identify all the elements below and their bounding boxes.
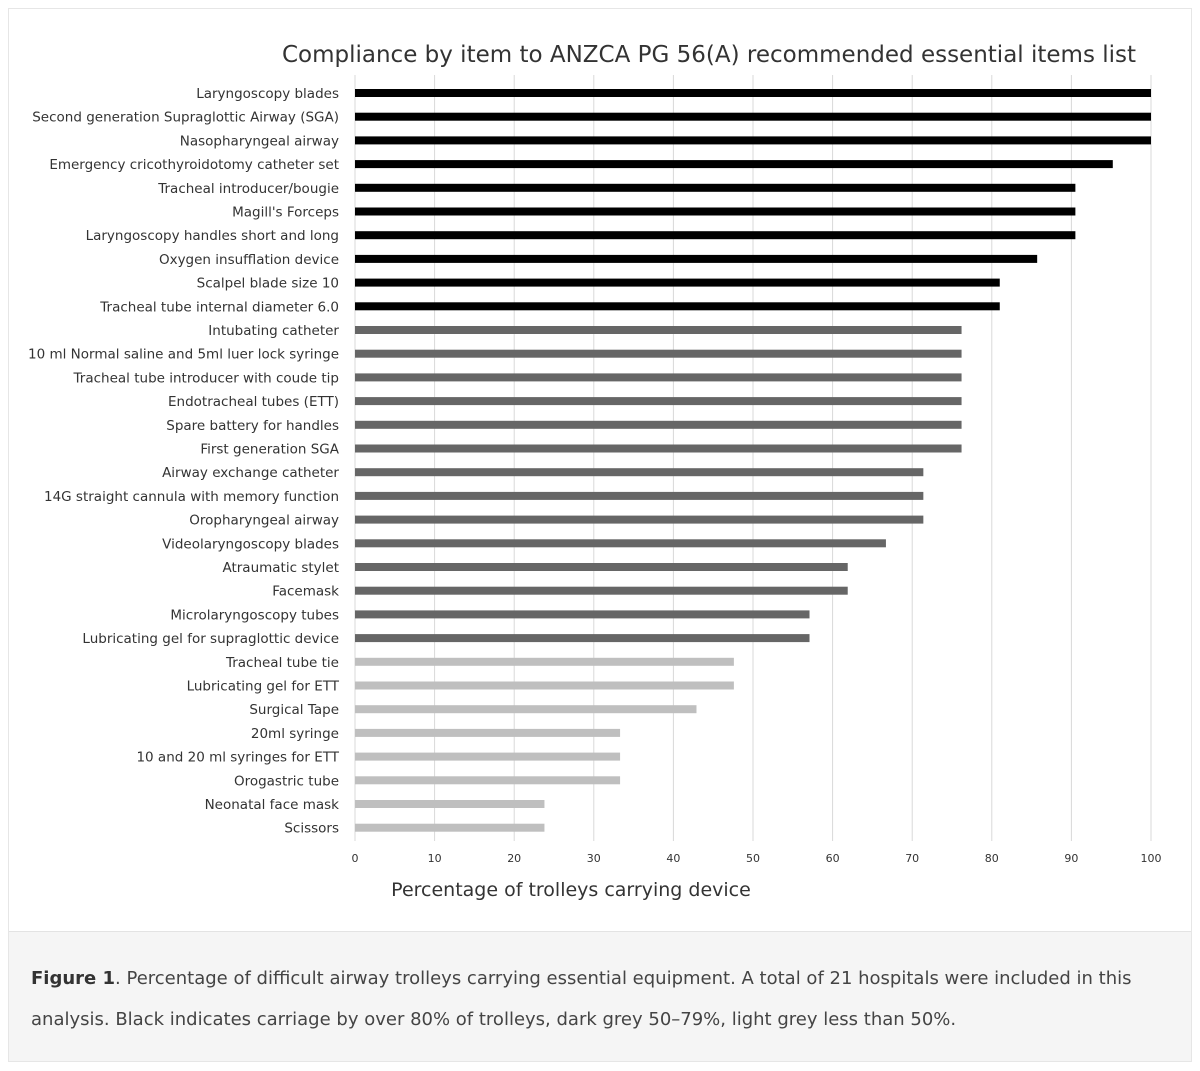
bar xyxy=(355,373,962,382)
category-label: Nasopharyngeal airway xyxy=(180,133,339,149)
x-tick-label: 0 xyxy=(352,852,359,865)
bar xyxy=(355,444,962,453)
category-label: Scalpel blade size 10 xyxy=(197,276,339,292)
bar xyxy=(355,776,621,785)
caption-text: . Percentage of difficult airway trolley… xyxy=(31,968,1132,1030)
category-label: Videolaryngoscopy blades xyxy=(162,536,339,552)
bar-chart: Compliance by item to ANZCA PG 56(A) rec… xyxy=(28,42,1162,901)
x-tick-label: 20 xyxy=(507,852,521,865)
chart-area: Compliance by item to ANZCA PG 56(A) rec… xyxy=(9,9,1191,931)
bar xyxy=(355,302,1000,311)
bar xyxy=(355,207,1076,216)
category-label: Orogastric tube xyxy=(234,773,339,789)
x-tick-label: 40 xyxy=(666,852,680,865)
bar xyxy=(355,420,962,429)
category-label: Spare battery for handles xyxy=(166,418,339,434)
category-label: Scissors xyxy=(284,821,339,837)
category-label: Magill's Forceps xyxy=(232,205,339,221)
bar xyxy=(355,397,962,406)
bar xyxy=(355,183,1076,192)
category-label: Oropharyngeal airway xyxy=(189,513,339,529)
category-label: 20ml syringe xyxy=(251,726,339,742)
bar xyxy=(355,136,1151,145)
category-label: Emergency cricothyroidotomy catheter set xyxy=(49,157,339,173)
category-label: Tracheal tube tie xyxy=(225,655,339,671)
bar xyxy=(355,89,1151,97)
category-label: Facemask xyxy=(272,584,339,600)
category-label: Oxygen insufflation device xyxy=(159,252,339,268)
bar xyxy=(355,610,810,619)
x-tick-label: 100 xyxy=(1141,852,1162,865)
category-label: Lubricating gel for supraglottic device xyxy=(82,631,339,647)
bar xyxy=(355,515,924,524)
category-label: 10 and 20 ml syringes for ETT xyxy=(136,750,339,766)
x-tick-label: 50 xyxy=(746,852,760,865)
bar xyxy=(355,349,962,358)
category-label: 14G straight cannula with memory functio… xyxy=(44,489,339,505)
category-label: Surgical Tape xyxy=(249,702,339,718)
category-label: Tracheal tube internal diameter 6.0 xyxy=(99,299,339,315)
x-tick-label: 30 xyxy=(587,852,601,865)
caption-area: Figure 1. Percentage of difficult airway… xyxy=(9,931,1191,1061)
chart-title: Compliance by item to ANZCA PG 56(A) rec… xyxy=(282,42,1136,68)
bar xyxy=(355,800,545,808)
category-label: First generation SGA xyxy=(200,442,339,458)
x-tick-label: 60 xyxy=(826,852,840,865)
bar xyxy=(355,586,848,595)
x-tick-label: 80 xyxy=(985,852,999,865)
category-label: Atraumatic stylet xyxy=(222,560,339,576)
category-label: Tracheal introducer/bougie xyxy=(157,181,339,197)
category-label: Intubating catheter xyxy=(208,323,339,339)
figure-card: Compliance by item to ANZCA PG 56(A) rec… xyxy=(8,8,1192,1062)
bar xyxy=(355,634,810,643)
category-label: Lubricating gel for ETT xyxy=(187,679,340,695)
bar xyxy=(355,728,621,737)
bar xyxy=(355,468,924,477)
bar xyxy=(355,160,1113,169)
bar xyxy=(355,681,734,690)
figure-caption: Figure 1. Percentage of difficult airway… xyxy=(31,958,1161,1040)
bar xyxy=(355,491,924,500)
category-label: 10 ml Normal saline and 5ml luer lock sy… xyxy=(28,347,339,363)
gridlines xyxy=(354,75,1152,841)
caption-label: Figure 1 xyxy=(31,968,116,989)
x-tick-label: 90 xyxy=(1064,852,1078,865)
category-label: Neonatal face mask xyxy=(205,797,340,813)
category-label: Second generation Supraglottic Airway (S… xyxy=(32,110,339,126)
category-label: Endotracheal tubes (ETT) xyxy=(168,394,339,410)
category-labels: Laryngoscopy blades Second generation Sup… xyxy=(28,86,340,837)
bar xyxy=(355,278,1000,287)
bar xyxy=(355,752,621,761)
category-label: Airway exchange catheter xyxy=(162,465,339,481)
x-tick-label: 10 xyxy=(428,852,442,865)
x-tick-labels: 0 10 20 30 40 50 60 70 80 90 100 xyxy=(352,852,1162,865)
bar xyxy=(355,705,697,714)
x-axis-label: Percentage of trolleys carrying device xyxy=(391,879,751,901)
category-label: Laryngoscopy handles short and long xyxy=(86,228,339,244)
bar xyxy=(355,112,1151,121)
x-tick-label: 70 xyxy=(905,852,919,865)
bar xyxy=(355,823,545,832)
bar xyxy=(355,563,848,571)
category-label: Tracheal tube introducer with coude tip xyxy=(73,370,339,386)
bar xyxy=(355,326,962,334)
category-label: Laryngoscopy blades xyxy=(196,86,339,102)
bars xyxy=(355,89,1151,832)
category-label: Microlaryngoscopy tubes xyxy=(170,607,339,623)
bar xyxy=(355,539,886,548)
bar xyxy=(355,657,734,666)
bar xyxy=(355,231,1076,240)
bar xyxy=(355,254,1038,263)
